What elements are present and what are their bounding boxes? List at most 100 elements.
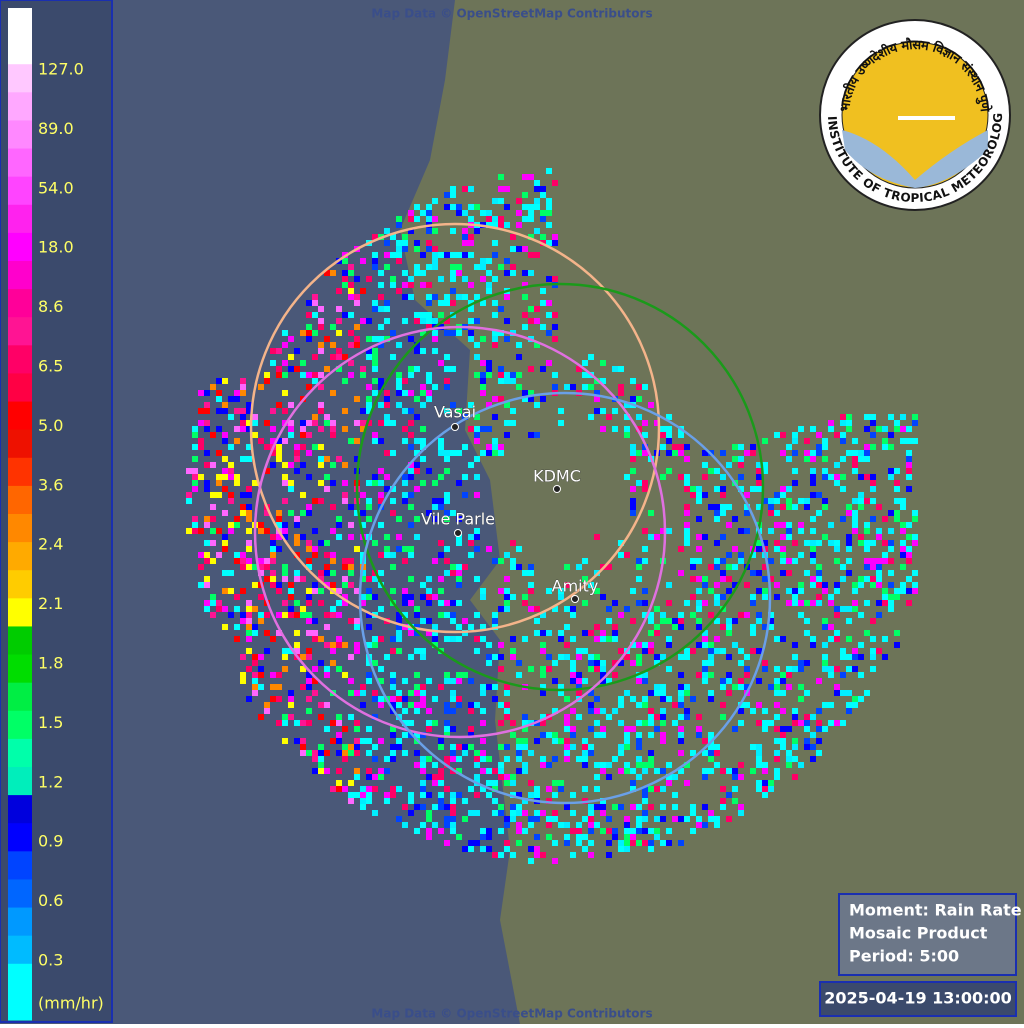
radar-cell [786,558,792,564]
radar-cell [810,474,816,480]
place-dot [553,485,561,493]
radar-cell [678,618,684,624]
radar-cell [648,762,654,768]
radar-cell [228,414,234,420]
radar-cell [378,306,384,312]
radar-cell [636,558,642,564]
radar-cell [798,522,804,528]
radar-cell [270,408,276,414]
radar-cell [510,780,516,786]
radar-cell [516,372,522,378]
radar-cell [282,738,288,744]
radar-cell [612,828,618,834]
radar-cell [318,342,324,348]
radar-cell [300,426,306,432]
radar-cell [462,444,468,450]
radar-cell [420,780,426,786]
radar-cell [252,684,258,690]
radar-cell [240,510,246,516]
radar-cell [552,240,558,246]
radar-cell [342,498,348,504]
radar-cell [684,474,690,480]
radar-cell [564,384,570,390]
radar-cell [474,750,480,756]
radar-cell [570,792,576,798]
radar-cell [420,348,426,354]
radar-cell [306,612,312,618]
radar-cell [636,702,642,708]
radar-cell [840,672,846,678]
radar-cell [192,474,198,480]
radar-cell [516,672,522,678]
radar-cell [720,684,726,690]
radar-cell [246,618,252,624]
radar-cell [588,744,594,750]
radar-cell [396,390,402,396]
radar-cell [864,414,870,420]
radar-cell [312,444,318,450]
radar-cell [474,546,480,552]
radar-cell [498,720,504,726]
radar-cell [684,540,690,546]
radar-cell [312,312,318,318]
radar-cell [498,186,504,192]
radar-cell [480,450,486,456]
radar-cell [750,600,756,606]
radar-cell [636,822,642,828]
radar-cell [378,768,384,774]
radar-cell [204,450,210,456]
radar-cell [696,600,702,606]
radar-cell [540,186,546,192]
radar-cell [588,726,594,732]
radar-cell [402,822,408,828]
radar-cell [432,498,438,504]
radar-cell [792,450,798,456]
radar-cell [462,750,468,756]
radar-cell [726,462,732,468]
radar-cell [264,702,270,708]
radar-cell [516,222,522,228]
radar-cell [204,486,210,492]
radar-cell [906,426,912,432]
radar-cell [912,534,918,540]
radar-cell [732,564,738,570]
legend-band [8,738,32,768]
radar-cell [654,630,660,636]
radar-cell [642,486,648,492]
radar-cell [312,690,318,696]
radar-cell [642,600,648,606]
radar-cell [792,738,798,744]
radar-cell [420,804,426,810]
radar-cell [210,594,216,600]
radar-cell [786,498,792,504]
radar-cell [426,240,432,246]
radar-cell [378,342,384,348]
radar-cell [438,684,444,690]
radar-cell [426,810,432,816]
radar-cell [246,504,252,510]
radar-cell [294,648,300,654]
radar-cell [396,546,402,552]
radar-cell [630,786,636,792]
radar-cell [486,270,492,276]
radar-cell [762,576,768,582]
radar-cell [408,810,414,816]
radar-cell [486,654,492,660]
radar-cell [522,396,528,402]
radar-cell [384,654,390,660]
radar-cell [636,744,642,750]
attribution: Map Data © OpenStreetMap Contributors [371,1007,652,1021]
radar-cell [402,426,408,432]
radar-cell [906,600,912,606]
radar-cell [624,738,630,744]
radar-cell [408,228,414,234]
radar-cell [864,564,870,570]
radar-cell [714,582,720,588]
radar-cell [552,732,558,738]
radar-cell [294,534,300,540]
radar-cell [570,810,576,816]
radar-cell [762,792,768,798]
radar-cell [690,648,696,654]
radar-cell [408,432,414,438]
radar-cell [720,474,726,480]
